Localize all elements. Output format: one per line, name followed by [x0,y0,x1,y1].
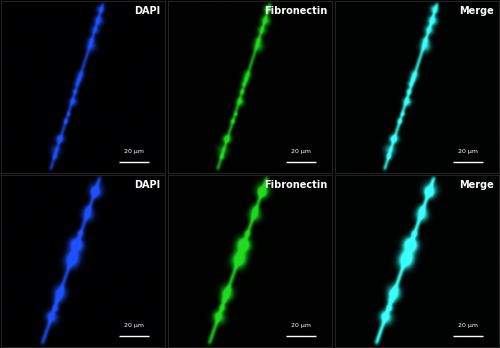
Text: Merge: Merge [460,181,494,190]
Text: 20 μm: 20 μm [458,323,478,329]
Text: Fibronectin: Fibronectin [264,181,327,190]
Text: 20 μm: 20 μm [458,149,478,154]
Text: Merge: Merge [460,6,494,16]
Text: DAPI: DAPI [134,6,160,16]
Text: Fibronectin: Fibronectin [264,6,327,16]
Text: 20 μm: 20 μm [124,149,144,154]
Text: DAPI: DAPI [134,181,160,190]
Text: 20 μm: 20 μm [291,149,311,154]
Text: 20 μm: 20 μm [124,323,144,329]
Text: 20 μm: 20 μm [291,323,311,329]
